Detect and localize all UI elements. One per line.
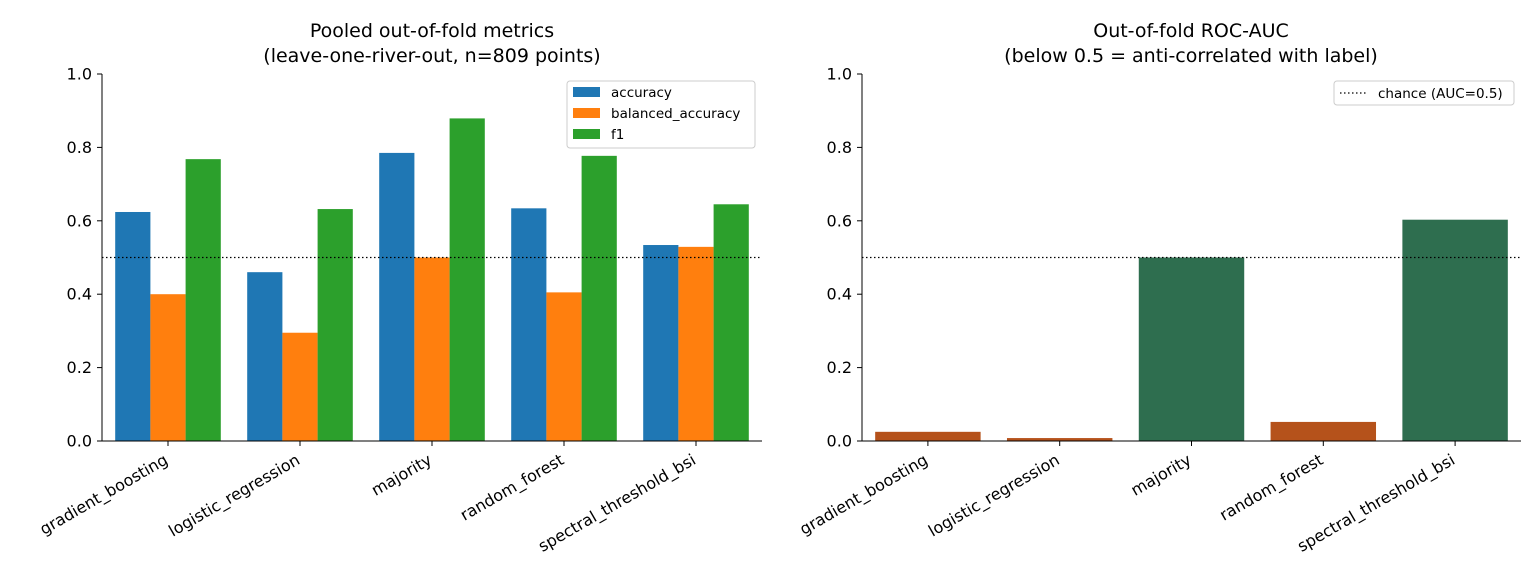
y-tick-label: 0.0 [827, 432, 852, 451]
legend-box [566, 80, 756, 149]
x-tick-label: gradient_boosting [36, 450, 171, 540]
legend-label-chance: chance (AUC=0.5) [1378, 86, 1503, 102]
chart-title: Pooled out-of-fold metrics [310, 20, 554, 42]
bar-f1-gradient_boosting [185, 159, 221, 442]
bar-logistic_regression [1006, 438, 1113, 441]
bar-spectral_threshold_bsi [1402, 219, 1508, 441]
bar-f1-logistic_regression [317, 209, 353, 441]
legend: accuracy balanced_accuracy f1 [566, 80, 756, 149]
y-tick-label: 1.0 [67, 65, 92, 84]
y-tick-label: 0.6 [827, 211, 852, 230]
roc-auc-chart-panel: Out-of-fold ROC-AUC (below 0.5 = anti-co… [796, 20, 1521, 557]
bar-balanced_accuracy-spectral_threshold_bsi [678, 246, 714, 441]
y-tick-label: 0.2 [827, 358, 852, 377]
legend-label-f1: f1 [611, 127, 624, 143]
bar-gradient_boosting [875, 431, 981, 441]
y-tick-label: 1.0 [827, 65, 852, 84]
y-tick-label: 0.6 [67, 211, 92, 230]
bar-accuracy-random_forest [511, 208, 547, 441]
bar-balanced_accuracy-gradient_boosting [150, 294, 186, 441]
legend-swatch-f1 [573, 129, 600, 139]
y-tick-label: 0.4 [827, 285, 852, 304]
bar-balanced_accuracy-logistic_regression [282, 332, 318, 441]
y-tick-label: 0.4 [67, 285, 92, 304]
y-tick-label: 0.2 [67, 358, 92, 377]
bar-f1-random_forest [581, 155, 617, 441]
bar-f1-majority [449, 118, 485, 442]
bar-majority [1138, 257, 1245, 441]
x-tick-label: logistic_regression [165, 450, 303, 541]
bar-random_forest [1270, 421, 1377, 441]
x-tick-label: majority [1128, 450, 1195, 500]
bar-accuracy-gradient_boosting [115, 211, 151, 441]
legend-swatch-balanced_accuracy [573, 108, 600, 118]
bar-accuracy-majority [379, 152, 415, 441]
x-tick-label: logistic_regression [925, 450, 1063, 541]
y-tick-label: 0.8 [827, 138, 852, 157]
x-tick-label: majority [368, 450, 435, 500]
chart-subtitle: (below 0.5 = anti-correlated with label) [1004, 45, 1378, 67]
chart-subtitle: (leave-one-river-out, n=809 points) [263, 45, 600, 67]
bar-balanced_accuracy-random_forest [546, 292, 582, 441]
legend: chance (AUC=0.5) [1333, 80, 1515, 106]
x-tick-label: random_forest [457, 450, 568, 525]
chart-title: Out-of-fold ROC-AUC [1093, 20, 1289, 42]
legend-box [1333, 80, 1515, 106]
legend-label-accuracy: accuracy [611, 85, 672, 101]
legend-label-balanced_accuracy: balanced_accuracy [611, 106, 740, 122]
bar-balanced_accuracy-majority [414, 257, 450, 441]
bars-group [875, 219, 1508, 441]
bar-accuracy-spectral_threshold_bsi [643, 245, 679, 441]
bar-f1-spectral_threshold_bsi [713, 204, 749, 441]
y-tick-label: 0.8 [67, 138, 92, 157]
x-tick-label: random_forest [1216, 450, 1327, 525]
x-tick-label: gradient_boosting [796, 450, 931, 540]
legend-swatch-accuracy [573, 87, 600, 97]
metrics-chart-panel: Pooled out-of-fold metrics (leave-one-ri… [36, 20, 762, 557]
bars-group [115, 118, 749, 442]
y-tick-label: 0.0 [67, 432, 92, 451]
bar-accuracy-logistic_regression [247, 272, 283, 441]
